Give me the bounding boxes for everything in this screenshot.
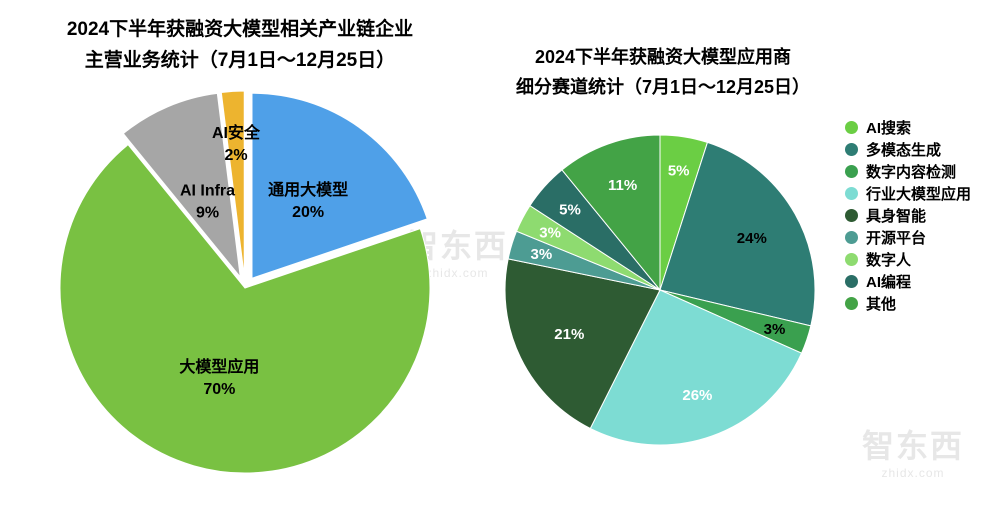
legend-dot-icon [845,165,858,178]
legend-item-8: 其他 [845,294,971,313]
watermark-domain-text: zhidx.com [881,466,945,480]
left-chart-title: 2024下半年获融资大模型相关产业链企业 主营业务统计（7月1日～12月25日） [15,14,465,76]
legend-dot-icon [845,209,858,222]
legend-item-label: 行业大模型应用 [866,186,972,203]
watermark-bottom-right: 智东西 zhidx.com [848,428,978,480]
pie1-slice-3 [220,90,245,277]
left-chart-title-line1: 2024下半年获融资大模型相关产业链企业 [66,19,414,40]
legend-item-4: 具身智能 [845,206,971,225]
legend-dot-icon [845,297,858,310]
legend-item-3: 行业大模型应用 [845,184,971,203]
legend-item-5: 开源平台 [845,228,971,247]
legend-dot-icon [845,143,858,156]
legend-item-label: 具身智能 [866,208,927,225]
legend-dot-icon [845,275,858,288]
right-chart-title-line2: 细分赛道统计（7月1日～12月25日） [515,77,811,97]
pie1-slice-1 [59,143,431,474]
watermark-brand-text: 智东西 [861,428,964,464]
pie2-slice-4 [504,258,661,430]
legend-dot-icon [845,253,858,266]
right-chart-title: 2024下半年获融资大模型应用商 细分赛道统计（7月1日～12月25日） [463,42,863,102]
legend-item-1: 多模态生成 [845,140,971,159]
pie1-slice-0 [251,92,428,279]
legend-item-label: 数字人 [866,252,912,269]
legend-dot-icon [845,187,858,200]
legend-item-label: 数字内容检测 [866,164,957,181]
pie2-slice-3 [589,289,803,446]
legend-dot-icon [845,231,858,244]
right-chart-title-line1: 2024下半年获融资大模型应用商 [534,47,792,67]
legend-dot-icon [845,121,858,134]
legend-item-0: AI搜索 [845,118,971,137]
right-chart-legend: AI搜索多模态生成数字内容检测 行业大模型应用 具身智能开源平台数字人 AI编程其他 [845,118,971,313]
legend-item-label: 多模态生成 [866,142,942,159]
pie1-slice-2 [122,92,241,279]
legend-item-6: 数字人 [845,250,971,269]
legend-item-label: AI编程 [866,274,912,291]
watermark-domain-text: zhidx.com [425,266,489,280]
legend-item-7: AI编程 [845,272,971,291]
legend-item-label: 开源平台 [866,230,927,247]
legend-item-2: 数字内容检测 [845,162,971,181]
pie2-slice-1 [659,141,816,327]
pie2-slice-8 [561,134,661,292]
legend-item-label: 其他 [866,296,897,313]
left-chart-title-line2: 主营业务统计（7月1日～12月25日） [84,50,396,71]
legend-item-label: AI搜索 [866,120,912,137]
